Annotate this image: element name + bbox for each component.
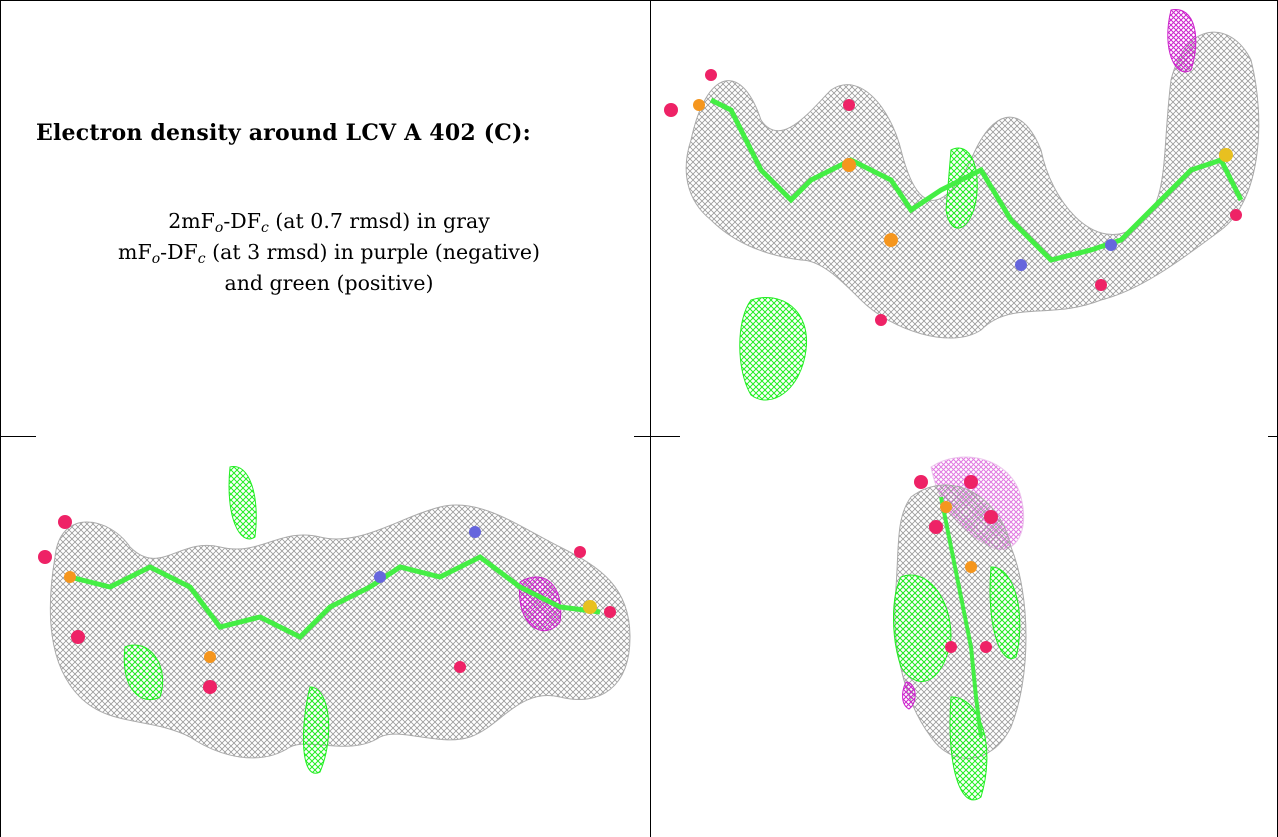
caption-fofc-prefix: mF — [118, 240, 152, 264]
caption-2fofc-sub-c: c — [260, 220, 269, 236]
table-divider-vertical — [650, 0, 651, 837]
density-view-bottom-left — [0, 437, 650, 837]
caption-2fofc-suffix: (at 0.7 rmsd) in gray — [268, 209, 490, 233]
table-divider-horizontal-mid-left — [634, 436, 680, 437]
table-border-left — [0, 0, 1, 837]
caption-line-positive: and green (positive) — [224, 271, 434, 295]
caption-fofc-sub-c: c — [197, 251, 206, 267]
molecule-mesh-icon — [38, 466, 631, 774]
molecule-mesh-icon — [664, 9, 1260, 401]
density-view-top-right — [651, 0, 1278, 436]
caption-2fofc-mid: -DF — [223, 209, 261, 233]
table-border-top — [0, 0, 1278, 1]
molecule-mesh-icon — [893, 456, 1027, 801]
table-divider-horizontal-left — [0, 436, 36, 437]
caption-fofc-sub-o: o — [151, 251, 161, 267]
figure-title: Electron density around LCV A 402 (C): — [36, 120, 531, 146]
caption-2fofc-prefix: 2mF — [168, 209, 215, 233]
caption-line-fofc: mFo-DFc (at 3 rmsd) in purple (negative) — [40, 237, 618, 268]
legend-cell: Electron density around LCV A 402 (C): 2… — [0, 0, 650, 436]
table-divider-horizontal-right — [1268, 436, 1278, 437]
caption-fofc-mid: -DF — [160, 240, 198, 264]
caption-fofc-suffix: (at 3 rmsd) in purple (negative) — [205, 240, 540, 264]
caption-2fofc-sub-o: o — [214, 220, 224, 236]
caption-line-2fofc: 2mFo-DFc (at 0.7 rmsd) in gray — [40, 206, 618, 237]
density-view-bottom-right — [651, 437, 1278, 837]
